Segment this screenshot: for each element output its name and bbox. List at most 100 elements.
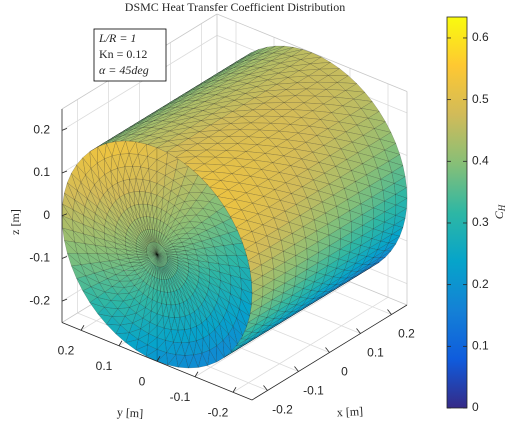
mesh-face: [177, 185, 190, 197]
mesh-face: [316, 135, 336, 146]
mesh-face: [377, 240, 390, 251]
mesh-face: [198, 303, 207, 320]
mesh-face: [138, 137, 159, 145]
mesh-face: [223, 309, 234, 327]
mesh-face: [173, 108, 194, 116]
mesh-face: [327, 286, 340, 294]
mesh-face: [305, 269, 318, 280]
mesh-face: [391, 172, 406, 184]
mesh-face: [240, 288, 252, 306]
mesh-face: [114, 237, 126, 247]
mesh-face: [137, 254, 148, 257]
mesh-face: [197, 143, 219, 151]
mesh-face: [310, 208, 326, 221]
grid-line: [232, 296, 389, 393]
mesh-face: [196, 214, 210, 223]
mesh-face: [180, 183, 195, 194]
mesh-face: [395, 204, 408, 216]
mesh-face: [277, 221, 293, 234]
mesh-face: [275, 146, 296, 157]
mesh-face: [111, 140, 121, 157]
mesh-face: [156, 197, 164, 210]
mesh-face: [210, 238, 225, 248]
mesh-face: [269, 299, 282, 310]
mesh-face: [266, 228, 282, 241]
mesh-face: [197, 352, 208, 368]
mesh-face: [194, 290, 205, 305]
mesh-face: [136, 251, 148, 255]
mesh-face: [211, 73, 232, 82]
mesh-face: [114, 242, 127, 251]
z-tick-label: -0.2: [29, 293, 50, 307]
mesh-face: [274, 95, 297, 103]
grid-line: [61, 35, 218, 131]
mesh-face: [382, 221, 395, 233]
mesh-face: [221, 116, 243, 124]
mesh-face: [391, 165, 406, 177]
mesh-face: [329, 183, 345, 196]
mesh-face: [219, 279, 232, 295]
mesh-face: [174, 89, 193, 101]
mesh-face: [350, 273, 362, 281]
mesh-face: [156, 327, 166, 341]
mesh-face: [292, 102, 314, 111]
mesh-face: [140, 259, 150, 266]
mesh-face: [318, 155, 337, 167]
mesh-face: [188, 266, 200, 278]
mesh-face: [353, 98, 373, 109]
mesh-face: [117, 293, 130, 302]
mesh-face: [233, 59, 254, 68]
mesh-face: [140, 232, 150, 245]
mesh-face: [206, 229, 221, 239]
mesh-face: [187, 258, 200, 267]
mesh-face: [125, 245, 137, 252]
mesh-face: [166, 251, 178, 256]
mesh-face: [328, 245, 341, 257]
mesh-face: [335, 166, 353, 178]
mesh-face: [140, 317, 151, 330]
mesh-face: [292, 109, 314, 118]
mesh-face: [159, 222, 165, 234]
mesh-face: [159, 266, 162, 280]
mesh-face: [272, 289, 284, 301]
mesh-face: [295, 204, 312, 216]
mesh-face: [362, 225, 374, 237]
mesh-face: [160, 266, 165, 280]
mesh-face: [166, 352, 177, 366]
mesh-face: [189, 124, 211, 132]
mesh-face: [246, 220, 264, 232]
mesh-face: [245, 185, 265, 197]
mesh-face: [350, 263, 364, 272]
y-tick: [156, 356, 161, 362]
mesh-face: [153, 278, 158, 291]
mesh-face: [154, 229, 158, 243]
mesh-face: [202, 208, 218, 218]
mesh-face: [200, 117, 222, 126]
mesh-face: [243, 97, 265, 105]
colorbar-tick-label: 0.5: [472, 92, 489, 106]
axes: -0.2 -0.1 0 0.1 0.2 -0.2 -0.1 0 0.1 0.2 -0.2 -0.1 0 0…: [29, 109, 415, 419]
mesh-face: [236, 308, 247, 327]
mesh-face: [290, 165, 309, 177]
mesh-face: [262, 275, 275, 287]
z-tick: [61, 298, 68, 302]
mesh-face: [231, 66, 252, 74]
mesh-face: [181, 87, 201, 97]
mesh-face: [229, 274, 242, 290]
mesh-face: [107, 278, 121, 287]
mesh-face: [259, 122, 280, 132]
x-tick: [325, 347, 330, 353]
mesh-face: [194, 249, 207, 256]
mesh-face: [186, 274, 198, 287]
mesh-face: [201, 171, 222, 181]
annotation: Kn = 0.12: [99, 47, 147, 61]
mesh-face: [128, 227, 139, 239]
mesh-face: [395, 197, 408, 209]
mesh-face: [201, 304, 211, 320]
mesh-face: [391, 224, 404, 235]
mesh-face: [251, 60, 272, 68]
mesh-face: [174, 248, 186, 253]
mesh-face: [170, 234, 180, 242]
x-tick: [294, 366, 299, 372]
mesh-face: [255, 315, 268, 325]
